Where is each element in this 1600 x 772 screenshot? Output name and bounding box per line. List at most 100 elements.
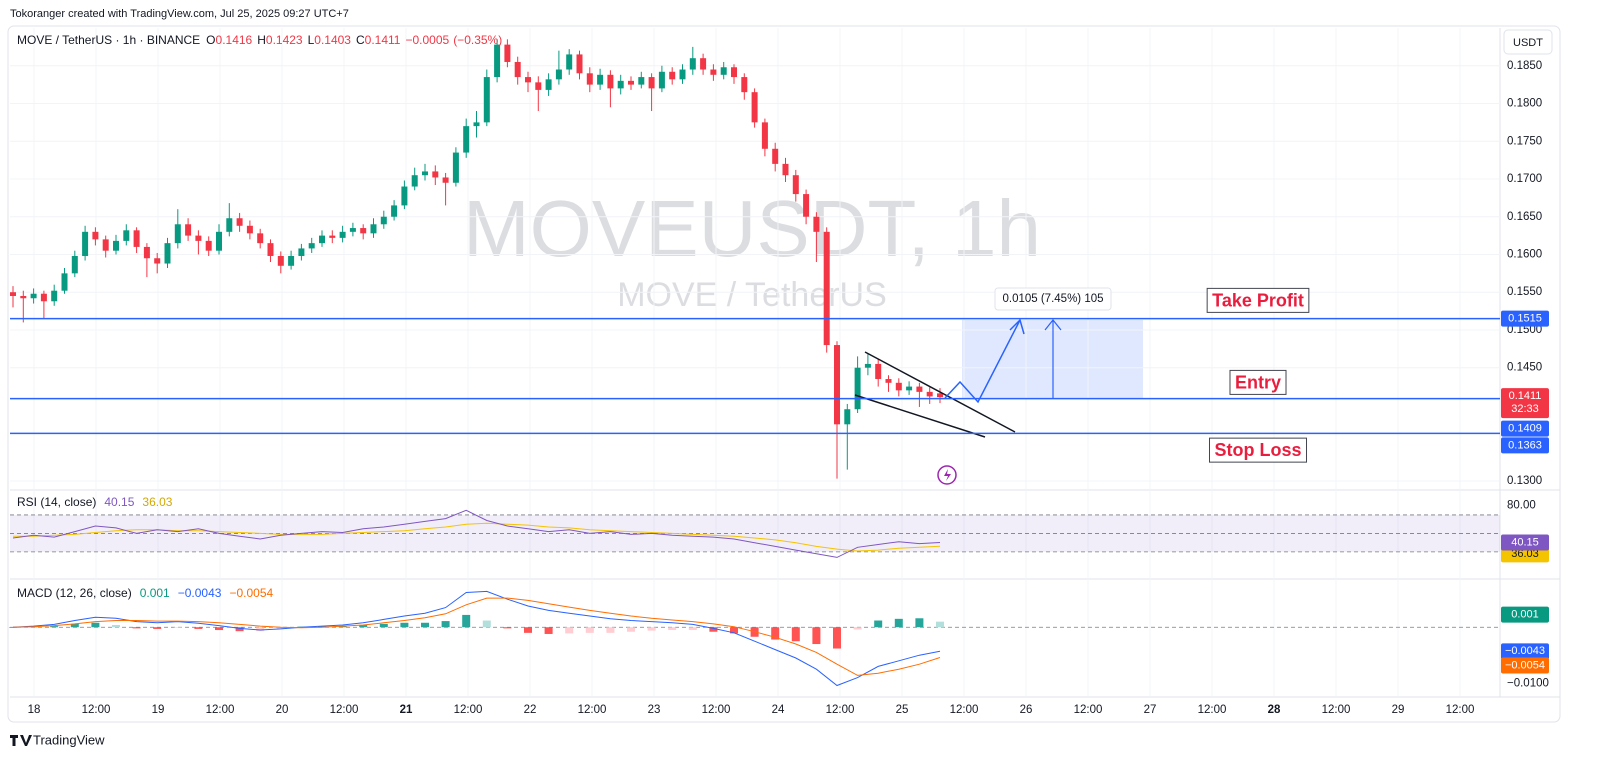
macd-line	[12, 597, 941, 676]
legend-value: 0.1411	[365, 33, 401, 47]
histogram-bar	[524, 627, 532, 633]
x-tick-label: 12:00	[1198, 704, 1227, 716]
candle-body	[236, 218, 243, 226]
wedge-lower	[854, 394, 986, 438]
histogram-bar	[688, 627, 697, 631]
histogram-bar	[812, 627, 821, 645]
candle-body	[504, 44, 511, 62]
candle-body	[669, 71, 676, 80]
candle-body	[360, 228, 367, 234]
histogram-bar	[627, 627, 635, 632]
histogram-bar	[70, 623, 79, 628]
currency-label[interactable]: USDT	[1513, 37, 1543, 49]
candle-body	[679, 69, 686, 80]
macd-badge: −0.0054	[1505, 659, 1545, 671]
level-badge-bg	[1501, 310, 1549, 327]
candle-body	[380, 216, 387, 225]
candle-body	[226, 218, 233, 232]
histogram-bar	[833, 627, 841, 649]
macd-badge-bg	[1501, 643, 1549, 660]
caption: Tokoranger created with TradingView.com,…	[10, 8, 349, 20]
candle-body	[216, 231, 222, 251]
drawings: 0.0105 (7.45%) 105 Take Profit Entry Stop …	[10, 287, 1500, 485]
level-badge: 0.1363	[1508, 439, 1542, 451]
change: −0.0005	[405, 33, 449, 47]
y-tick-label: 0.1850	[1507, 60, 1542, 72]
candle-body	[566, 54, 573, 70]
candle-body	[710, 69, 717, 75]
x-tick-label: 19	[152, 704, 165, 716]
legend-value: 0.1403	[314, 33, 351, 47]
histogram-bar	[585, 627, 594, 633]
x-tick-label: 12:00	[1074, 704, 1103, 716]
y-tick-label: 0.1500	[1507, 324, 1542, 336]
x-tick-label: 22	[524, 704, 537, 716]
x-tick-label: 28	[1268, 704, 1281, 716]
x-tick-label: 12:00	[330, 704, 359, 716]
y-tick-label: −0.0100	[1507, 677, 1549, 689]
histogram-bar	[791, 627, 800, 642]
wedge-upper	[864, 351, 1016, 433]
x-tick-label: 27	[1144, 704, 1157, 716]
candle-body	[535, 82, 542, 90]
histogram-bar	[482, 620, 491, 628]
x-tick-label: 12:00	[206, 704, 235, 716]
last-price-badge-bg	[1501, 388, 1549, 419]
histogram-bar	[9, 627, 17, 628]
candle-body	[92, 231, 99, 240]
x-tick-label: 12:00	[82, 704, 111, 716]
candle-body	[40, 293, 47, 302]
x-tick-label: 23	[648, 704, 661, 716]
histogram-bar	[215, 627, 223, 631]
y-tick-label: 80.00	[1507, 500, 1536, 512]
candle-body	[370, 224, 377, 234]
projection-path	[944, 319, 1021, 404]
histogram-bar	[112, 625, 120, 628]
candle-body	[761, 122, 768, 149]
histogram-bar	[173, 627, 182, 628]
y-tick-label: 0.1550	[1507, 286, 1542, 298]
legend-key: O	[206, 33, 215, 47]
x-tick-label: 12:00	[1446, 704, 1475, 716]
candle-body	[143, 246, 150, 259]
candle-body	[700, 58, 707, 70]
candle-body	[422, 171, 428, 176]
macd-badge-bg	[1501, 657, 1549, 674]
rsi-line	[12, 509, 941, 558]
x-tick-label: 12:00	[454, 704, 483, 716]
macd-badge: 0.001	[1511, 609, 1539, 621]
candle-body	[864, 363, 871, 368]
histogram-bar	[421, 622, 429, 628]
watermark-subtitle: MOVE / TetherUS	[617, 276, 887, 314]
candle-body	[813, 216, 820, 232]
x-tick-label: 12:00	[578, 704, 607, 716]
x-tick-label: 20	[276, 704, 289, 716]
candle-body	[174, 224, 181, 244]
candle-body	[937, 393, 943, 398]
candle-body	[20, 295, 27, 299]
legend-value: 0.1423	[266, 33, 303, 47]
candle-body	[452, 152, 459, 183]
candle-body	[195, 235, 202, 241]
histogram-bar	[874, 620, 883, 628]
candle-body	[926, 391, 933, 397]
candle-body	[597, 74, 604, 85]
macd-title: MACD (12, 26, close)	[17, 586, 132, 600]
histogram-bar	[894, 618, 903, 628]
histogram-bar	[235, 627, 244, 632]
event-bolt	[944, 469, 951, 481]
y-tick-label: 0.1300	[1507, 475, 1542, 487]
candle-body	[741, 77, 748, 93]
symbol: MOVE / TetherUS · 1h · BINANCE	[17, 33, 200, 47]
currency-button[interactable]	[1503, 29, 1553, 55]
histogram-bar	[730, 627, 738, 634]
level-label: Entry	[1235, 372, 1281, 392]
arrow-head	[1044, 319, 1062, 331]
data-layer: 18 12:00 19 12:00 20 12:00 21 12:00 22 12:00 23 12:…	[9, 28, 1549, 716]
candle-body	[257, 233, 264, 244]
level-badge: 0.1515	[1508, 313, 1542, 325]
histogram-bar	[565, 627, 574, 634]
histogram-bar	[359, 625, 368, 628]
